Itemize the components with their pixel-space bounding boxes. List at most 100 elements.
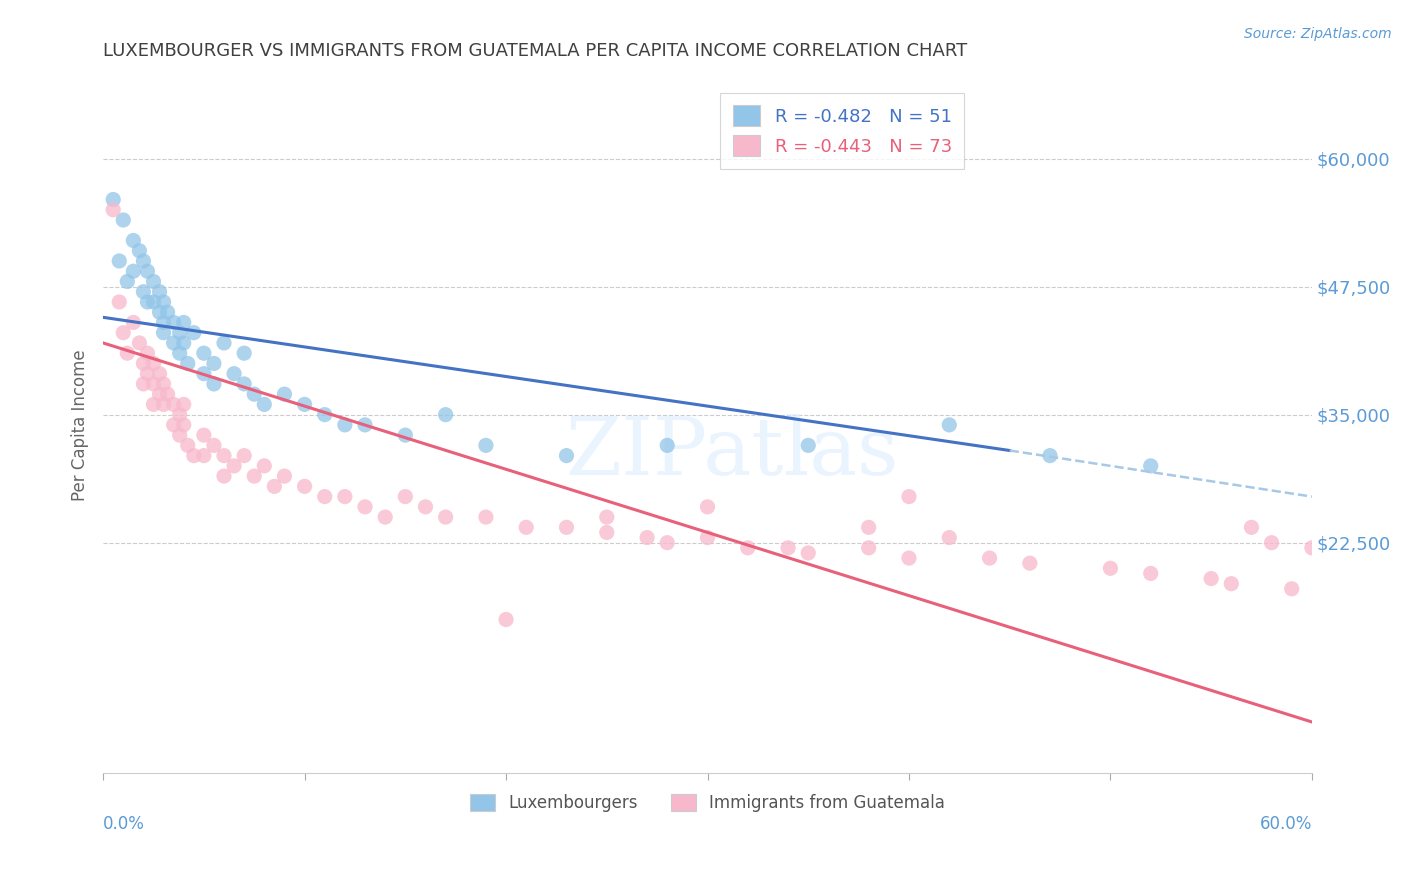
Point [103, 193, 125, 207]
Point [169, 408, 191, 422]
Point [253, 397, 276, 411]
Point [243, 387, 266, 401]
Point [156, 387, 179, 401]
Point [515, 520, 537, 534]
Point [142, 397, 165, 411]
Point [183, 449, 205, 463]
Point [897, 551, 920, 566]
Point [162, 315, 184, 329]
Point [555, 520, 578, 534]
Point [108, 295, 131, 310]
Point [263, 479, 285, 493]
Point [132, 254, 155, 268]
Point [415, 500, 437, 514]
Point [132, 376, 155, 391]
Point [1099, 561, 1122, 575]
Point [273, 469, 295, 483]
Point [148, 305, 170, 319]
Point [434, 510, 457, 524]
Point [193, 428, 215, 442]
Text: 60.0%: 60.0% [1260, 815, 1312, 833]
Point [177, 438, 200, 452]
Point [128, 244, 150, 258]
Point [696, 531, 718, 545]
Point [173, 417, 195, 432]
Point [148, 285, 170, 299]
Point [938, 417, 960, 432]
Point [555, 449, 578, 463]
Point [212, 335, 235, 350]
Legend: Luxembourgers, Immigrants from Guatemala: Luxembourgers, Immigrants from Guatemala [461, 786, 953, 821]
Point [152, 315, 174, 329]
Point [696, 500, 718, 514]
Point [253, 458, 276, 473]
Point [314, 490, 336, 504]
Point [1039, 449, 1062, 463]
Point [173, 397, 195, 411]
Point [858, 520, 880, 534]
Text: Source: ZipAtlas.com: Source: ZipAtlas.com [1244, 27, 1392, 41]
Point [156, 305, 179, 319]
Point [193, 449, 215, 463]
Point [108, 254, 131, 268]
Point [117, 275, 139, 289]
Point [173, 315, 195, 329]
Point [136, 295, 159, 310]
Point [1260, 535, 1282, 549]
Point [737, 541, 759, 555]
Text: LUXEMBOURGER VS IMMIGRANTS FROM GUATEMALA PER CAPITA INCOME CORRELATION CHART: LUXEMBOURGER VS IMMIGRANTS FROM GUATEMAL… [103, 42, 967, 60]
Point [495, 613, 517, 627]
Point [173, 335, 195, 350]
Point [122, 315, 145, 329]
Point [938, 531, 960, 545]
Point [394, 490, 416, 504]
Point [858, 541, 880, 555]
Point [142, 356, 165, 370]
Point [202, 376, 225, 391]
Point [148, 367, 170, 381]
Point [475, 438, 498, 452]
Point [475, 510, 498, 524]
Point [354, 417, 377, 432]
Point [1301, 541, 1323, 555]
Y-axis label: Per Capita Income: Per Capita Income [72, 349, 89, 500]
Point [333, 417, 356, 432]
Point [212, 469, 235, 483]
Point [202, 356, 225, 370]
Point [136, 367, 159, 381]
Point [394, 428, 416, 442]
Point [354, 500, 377, 514]
Point [152, 295, 174, 310]
Point [1139, 458, 1161, 473]
Point [1199, 572, 1222, 586]
Text: ZIPatlas: ZIPatlas [565, 414, 898, 491]
Point [243, 469, 266, 483]
Point [148, 387, 170, 401]
Point [233, 449, 256, 463]
Point [152, 326, 174, 340]
Point [1220, 576, 1243, 591]
Point [222, 367, 245, 381]
Point [132, 285, 155, 299]
Point [112, 213, 135, 227]
Point [169, 326, 191, 340]
Point [136, 346, 159, 360]
Point [294, 397, 316, 411]
Point [1281, 582, 1303, 596]
Point [797, 546, 820, 560]
Point [778, 541, 800, 555]
Point [169, 346, 191, 360]
Point [374, 510, 396, 524]
Point [1240, 520, 1263, 534]
Point [193, 367, 215, 381]
Point [183, 326, 205, 340]
Point [162, 335, 184, 350]
Point [233, 346, 256, 360]
Point [233, 376, 256, 391]
Point [142, 295, 165, 310]
Point [273, 387, 295, 401]
Point [434, 408, 457, 422]
Point [177, 356, 200, 370]
Text: 0.0%: 0.0% [103, 815, 145, 833]
Point [136, 264, 159, 278]
